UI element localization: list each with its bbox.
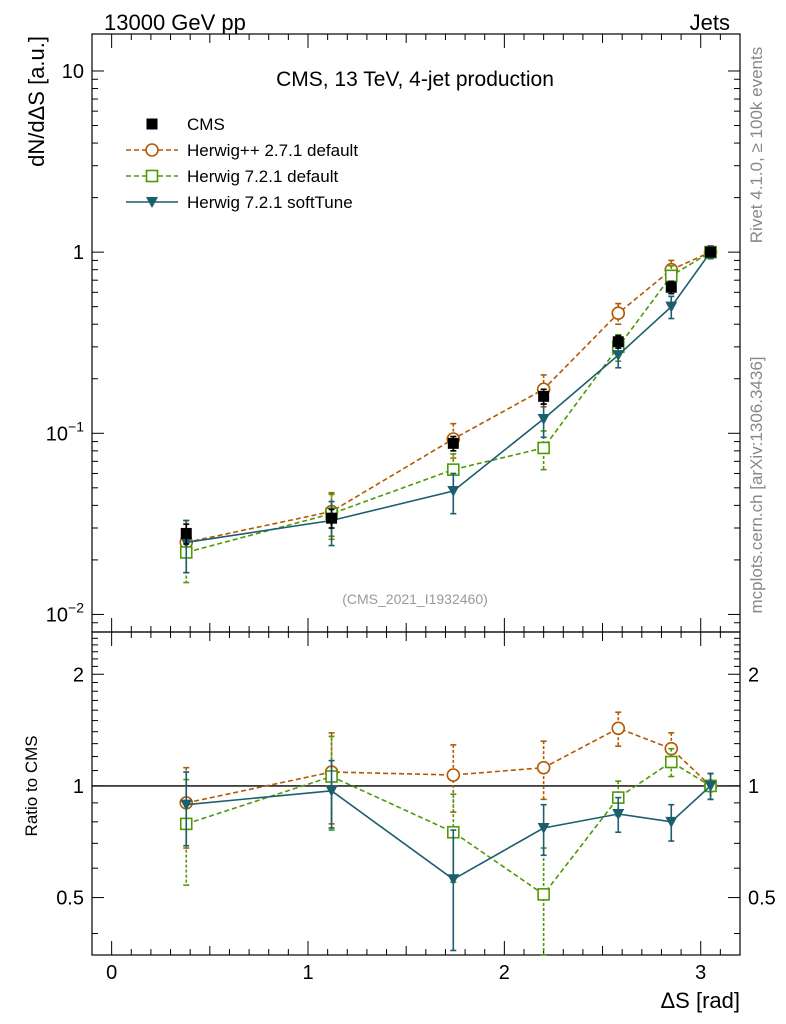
series-line [186, 251, 711, 544]
series-herwig-7-2-1-softtune [180, 245, 717, 574]
y-tick-label: 2 [73, 664, 84, 686]
data-point [665, 301, 678, 313]
x-tick-label: 0 [106, 962, 117, 984]
y-tick-base: 10 [62, 61, 84, 83]
y-tick-base: 1 [73, 242, 84, 264]
y-tick-label-right: 1 [748, 776, 759, 798]
y-tick-label-right: 0.5 [748, 888, 776, 910]
legend-item: CMS [146, 115, 225, 134]
data-point [180, 527, 192, 539]
chart-title: CMS, 13 TeV, 4-jet production [276, 68, 554, 91]
rivet-label: Rivet 4.1.0, ≥ 100k events [747, 47, 766, 243]
data-point [612, 350, 625, 362]
y-axis-title: dN/dΔS [a.u.] [24, 36, 49, 167]
data-point [665, 281, 677, 293]
data-point [537, 888, 550, 901]
legend-marker [145, 143, 159, 157]
legend-label: CMS [187, 115, 225, 134]
legend-item: Herwig 7.2.1 default [126, 167, 338, 186]
x-tick-label: 1 [302, 962, 313, 984]
data-point [447, 486, 460, 498]
data-point [537, 823, 550, 835]
x-tick-label: 2 [499, 962, 510, 984]
header-right-label: Jets [690, 10, 730, 35]
data-point [705, 246, 717, 258]
y-tick-label: 10−2 [46, 599, 84, 626]
series-herwig-2-7-1-default [179, 245, 718, 574]
data-point [537, 413, 550, 425]
data-point [326, 512, 338, 524]
series-herwig-7-2-1-softtune [180, 759, 717, 952]
legend-marker [146, 197, 158, 208]
series-cms [180, 246, 717, 545]
data-point [537, 441, 550, 455]
data-point [538, 390, 550, 402]
data-point [664, 269, 678, 283]
y-tick-exponent: −2 [68, 599, 84, 615]
y-tick-label: 1 [73, 242, 84, 264]
y-tick-label: 10 [62, 61, 84, 83]
data-point [180, 799, 193, 811]
legend-label: Herwig 7.2.1 softTune [187, 193, 353, 212]
data-point [536, 760, 551, 775]
legend-marker [146, 118, 158, 130]
x-axis-title: ΔS [rad] [660, 988, 740, 1013]
data-point [447, 874, 460, 886]
data-point [704, 780, 717, 792]
analysis-id: (CMS_2021_I1932460) [342, 591, 488, 607]
mcplots-label: mcplots.cern.ch [arXiv:1306.3436] [747, 356, 766, 613]
header-left-label: 13000 GeV pp [104, 10, 246, 35]
y-tick-base: 10 [46, 604, 68, 626]
y-axis-ticks [92, 70, 740, 633]
series-line [186, 251, 712, 544]
x-axis-ticks [111, 34, 741, 632]
legend-item: Herwig 7.2.1 softTune [126, 193, 353, 212]
data-point [611, 306, 626, 321]
data-point [325, 785, 338, 797]
series-line [186, 251, 711, 554]
data-point [612, 336, 624, 348]
y-axis-ticks: 0.5 0.5 1 1 2 2 [56, 637, 776, 934]
data-point [664, 755, 678, 769]
legend-label: Herwig 7.2.1 default [187, 167, 338, 186]
legend-marker [145, 169, 159, 183]
data-point [612, 808, 625, 820]
ratio-y-axis-title: Ratio to CMS [22, 735, 41, 836]
legend-label: Herwig++ 2.7.1 default [187, 141, 358, 160]
legend-item: Herwig++ 2.7.1 default [126, 141, 358, 160]
x-axis-ticks: 0 1 2 3 [106, 632, 741, 984]
y-tick-label-right: 2 [748, 664, 759, 686]
data-point [665, 816, 678, 828]
y-tick-label: 1 [73, 776, 84, 798]
ratio-frame [91, 631, 741, 956]
x-tick-label: 3 [695, 962, 706, 984]
ratio-panel: 0.5 0.5 1 1 2 2 0 1 2 3 Ratio to CMS ΔS [rad] [22, 631, 776, 1013]
series-line [186, 727, 712, 804]
series-herwig-7-2-1-default [179, 245, 717, 584]
series-herwig-7-2-1-default [179, 735, 717, 956]
legend: CMS Herwig++ 2.7.1 default Herwig 7.2.1 de… [126, 115, 358, 212]
data-point [447, 437, 459, 449]
data-point [611, 721, 626, 736]
y-tick-label: 10−1 [46, 418, 84, 445]
y-tick-base: 10 [46, 423, 68, 445]
y-tick-exponent: −1 [68, 418, 84, 434]
data-point [446, 768, 461, 782]
y-tick-label: 0.5 [56, 888, 84, 910]
